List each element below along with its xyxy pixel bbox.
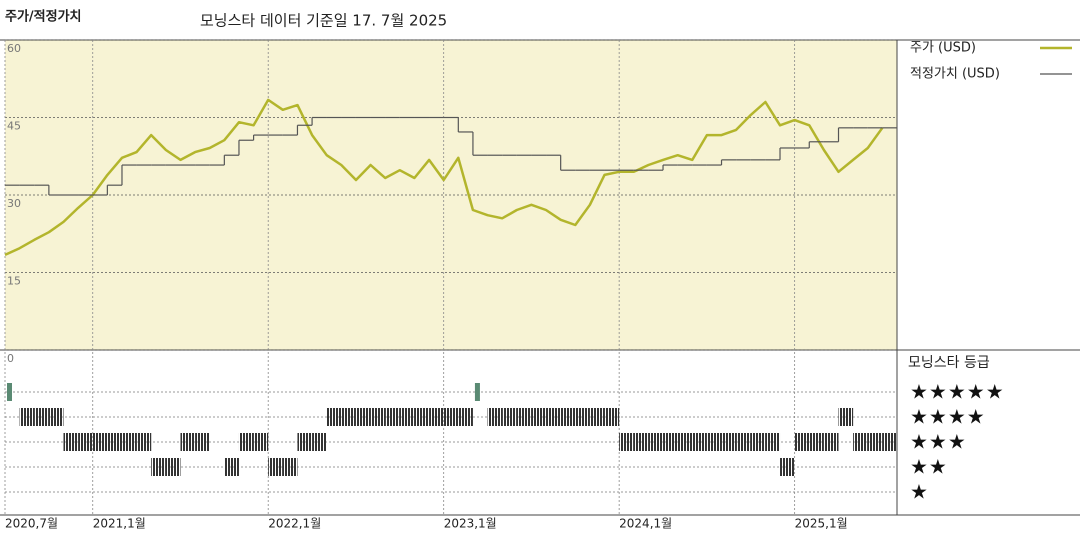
rating-block	[663, 433, 678, 451]
rating-block	[648, 433, 664, 451]
rating-block	[385, 408, 400, 426]
rating-block	[458, 408, 473, 426]
rating-block	[253, 433, 269, 451]
chart-label: 주가/적정가치	[5, 9, 82, 25]
rating-block	[136, 433, 152, 451]
rating-block	[809, 433, 824, 451]
rating-block	[487, 408, 503, 426]
rating-block	[736, 433, 751, 451]
rating-level-label: ★★★★	[910, 405, 986, 429]
y-tick-label: 45	[7, 120, 21, 133]
rating-block	[619, 433, 634, 451]
rating-block	[34, 408, 49, 426]
x-tick-label: 2022,1월	[268, 517, 321, 531]
rating-block	[838, 408, 854, 426]
rating-block	[19, 408, 35, 426]
rating-block	[78, 433, 93, 451]
rating-block	[780, 458, 795, 476]
rating-block	[867, 433, 883, 451]
rating-block	[575, 408, 590, 426]
y-tick-label: 15	[7, 275, 21, 288]
rating-block	[282, 458, 298, 476]
rating-block	[765, 433, 781, 451]
rating-block	[224, 458, 239, 476]
rating-block	[706, 433, 722, 451]
x-tick-label: 2020,7월	[5, 517, 58, 531]
rating-block	[341, 408, 356, 426]
rating-block	[297, 433, 313, 451]
rating-block	[443, 408, 459, 426]
rating-block	[429, 408, 444, 426]
x-tick-label: 2025,1월	[795, 517, 848, 531]
rating-block	[502, 408, 517, 426]
rating-block	[677, 433, 693, 451]
y-tick-label: 30	[7, 197, 21, 210]
rating-block	[750, 433, 766, 451]
rating-block	[165, 458, 181, 476]
x-tick-label: 2021,1월	[93, 517, 146, 531]
rating-block	[721, 433, 737, 451]
y-tick-label: 0	[7, 352, 14, 365]
rating-block	[121, 433, 137, 451]
legend-label: 적정가치 (USD)	[910, 67, 1000, 82]
x-tick-label: 2023,1월	[444, 517, 497, 531]
rating-block	[48, 408, 64, 426]
rating-block	[516, 408, 532, 426]
rating-block	[794, 433, 810, 451]
rating-block	[7, 383, 12, 401]
rating-block	[180, 433, 196, 451]
rating-block	[92, 433, 108, 451]
rating-block	[823, 433, 839, 451]
rating-level-label: ★★★★★	[910, 380, 1005, 404]
rating-block	[312, 433, 327, 451]
rating-level-label: ★	[910, 480, 929, 504]
rating-block	[633, 433, 649, 451]
rating-block	[355, 408, 371, 426]
rating-block	[238, 433, 254, 451]
x-tick-label: 2024,1월	[619, 517, 672, 531]
rating-block	[151, 458, 166, 476]
rating-block	[474, 383, 480, 401]
rating-block	[195, 433, 210, 451]
legend-label: 주가 (USD)	[910, 41, 976, 56]
rating-block	[399, 408, 415, 426]
rating-block	[560, 408, 576, 426]
rating-block	[414, 408, 430, 426]
rating-block	[63, 433, 79, 451]
rating-block	[692, 433, 707, 451]
y-tick-label: 60	[7, 42, 21, 55]
rating-block	[882, 433, 897, 451]
rating-block	[589, 408, 605, 426]
rating-block	[107, 433, 122, 451]
rating-block	[268, 458, 283, 476]
ratings-title: 모닝스타 등급	[908, 355, 990, 371]
rating-level-label: ★★★	[910, 430, 967, 454]
rating-block	[326, 408, 342, 426]
rating-block	[531, 408, 547, 426]
rating-block	[604, 408, 620, 426]
rating-level-label: ★★	[910, 455, 948, 479]
price-line	[4, 98, 884, 257]
rating-block	[853, 433, 868, 451]
chart-title: 모닝스타 데이터 기준일 17. 7월 2025	[200, 12, 447, 30]
rating-block	[370, 408, 386, 426]
rating-block	[546, 408, 561, 426]
